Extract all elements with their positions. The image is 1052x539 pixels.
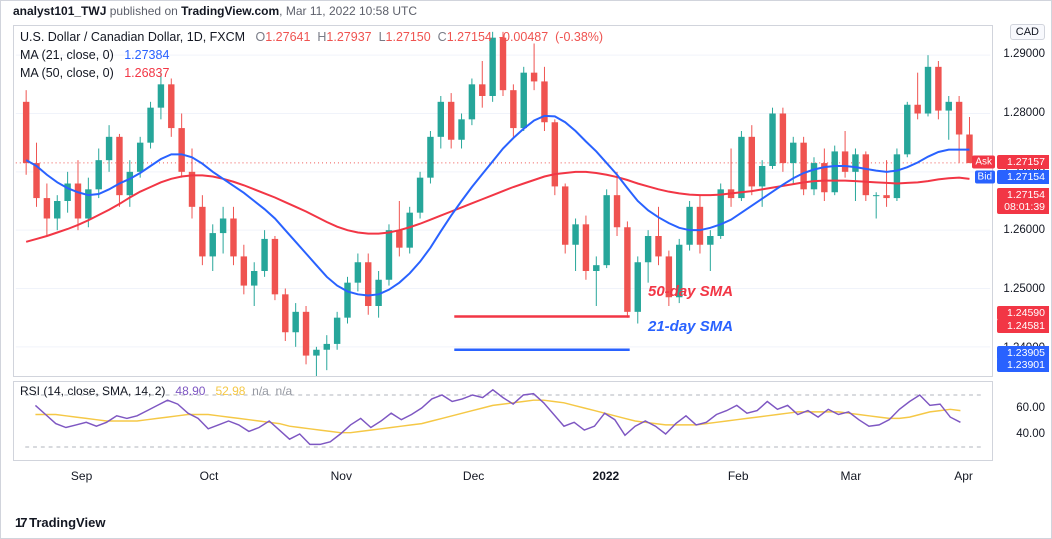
price-chart[interactable]: U.S. Dollar / Canadian Dollar, 1D, FXCM … (13, 25, 993, 377)
price-tick: 1.28000 (1003, 107, 1045, 119)
chart-legend: U.S. Dollar / Canadian Dollar, 1D, FXCM … (20, 28, 603, 82)
time-tick: Dec (463, 469, 484, 483)
sma50-annotation: 50-day SMA (648, 283, 733, 300)
time-tick: Sep (71, 469, 92, 483)
price-tag-label: Bid (975, 170, 995, 183)
rsi-legend: RSI (14, close, SMA, 14, 2) 48.90 52.98 … (20, 384, 292, 398)
time-tick: Feb (728, 469, 749, 483)
rsi-axis[interactable]: 60.00 40.00 (995, 381, 1049, 461)
price-tag: 1.27157 (997, 155, 1049, 169)
publish-bar: analyst101_TWJ published on TradingView.… (13, 4, 417, 18)
price-tag: 1.27154 (997, 170, 1049, 184)
time-tick: 2022 (593, 469, 620, 483)
time-tick: Mar (841, 469, 862, 483)
price-axis[interactable]: CAD 1.290001.280001.270001.260001.250001… (995, 25, 1049, 377)
rsi-tick: 40.00 (1016, 428, 1045, 440)
price-tag: 1.24581 (997, 319, 1049, 333)
price-tag: 1.23901 (997, 358, 1049, 372)
ma50-value: 1.26837 (124, 66, 169, 80)
currency-button[interactable]: CAD (1010, 24, 1045, 40)
publish-time: Mar 11, 2022 10:58 UTC (286, 4, 417, 18)
time-tick: Nov (331, 469, 352, 483)
time-axis[interactable]: Sep Oct Nov Dec 2022 Feb Mar Apr (13, 465, 993, 491)
price-tick: 1.29000 (1003, 48, 1045, 60)
ma21-value: 1.27384 (124, 48, 169, 62)
price-tag: 1.2715408:01:39 (997, 188, 1049, 214)
ma21-label: MA (21, close, 0) (20, 48, 114, 62)
rsi-chart[interactable]: RSI (14, close, SMA, 14, 2) 48.90 52.98 … (13, 381, 993, 461)
rsi-tick: 60.00 (1016, 402, 1045, 414)
time-tick: Apr (954, 469, 973, 483)
site-name: TradingView.com (181, 4, 279, 18)
sma21-annotation: 21-day SMA (648, 318, 733, 335)
price-tick: 1.25000 (1003, 283, 1045, 295)
price-tag-label: Ask (972, 156, 995, 169)
publisher-name: analyst101_TWJ (13, 4, 106, 18)
tradingview-logo: 17 TradingView (15, 515, 105, 530)
time-tick: Oct (200, 469, 219, 483)
symbol-title: U.S. Dollar / Canadian Dollar, 1D, FXCM (20, 30, 245, 44)
ma50-label: MA (50, close, 0) (20, 66, 114, 80)
price-tick: 1.26000 (1003, 224, 1045, 236)
